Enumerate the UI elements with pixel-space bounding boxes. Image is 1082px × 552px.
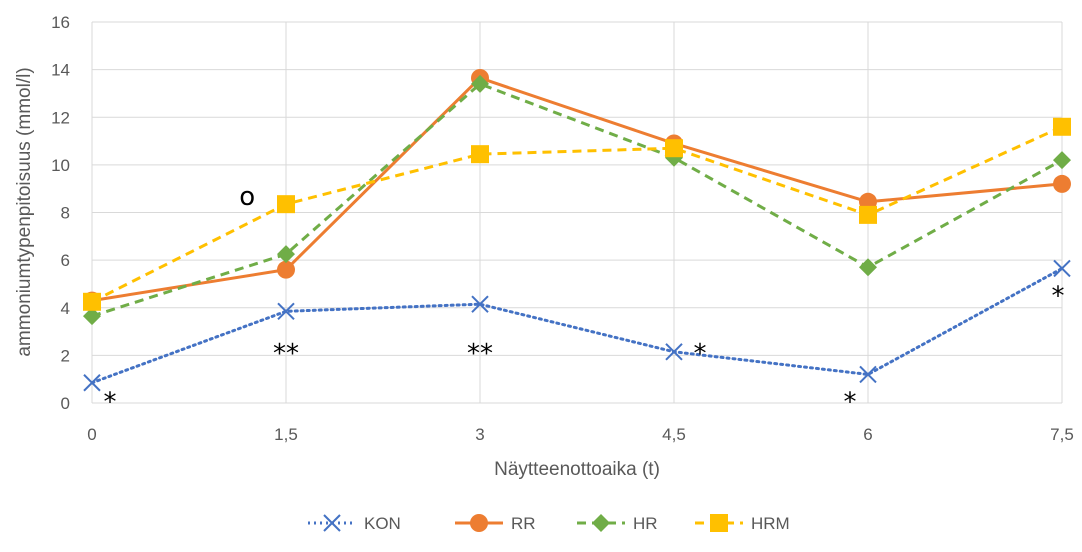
data-point-hr [471, 74, 489, 93]
data-point-hr [1053, 151, 1071, 170]
series-kon [83, 259, 1071, 392]
marker-stroke [859, 365, 877, 384]
x-tick-label: 3 [475, 425, 484, 444]
annotation: * [694, 339, 707, 369]
x-tick-label: 4,5 [662, 425, 686, 444]
annotation: * [1052, 282, 1065, 312]
legend-marker [323, 514, 341, 532]
data-point-hrm [471, 145, 489, 164]
data-point-hrm [277, 195, 295, 214]
data-point-kon [471, 295, 489, 313]
data-point-kon [665, 343, 683, 361]
marker-stroke [83, 374, 101, 392]
y-tick-label: 12 [51, 108, 70, 127]
data-point-hr [859, 258, 877, 277]
legend-label: HR [633, 514, 658, 533]
data-point-rr [277, 260, 295, 279]
y-tick-label: 14 [51, 61, 70, 80]
data-point-rr [1053, 174, 1071, 193]
series-line-rr [91, 76, 1063, 303]
legend-item-kon: KON [308, 514, 401, 533]
y-tick-label: 4 [61, 299, 70, 318]
y-tick-label: 10 [51, 156, 70, 175]
annotation: * [844, 388, 857, 418]
series-lines [83, 68, 1071, 392]
series-hr [83, 74, 1071, 326]
annotations: *** ** ***o [104, 182, 1065, 417]
x-tick-label: 7,5 [1050, 425, 1074, 444]
x-axis-label: Näytteenottoaika (t) [494, 459, 660, 480]
y-tick-label: 8 [61, 204, 70, 223]
x-tick-label: 6 [863, 425, 872, 444]
y-tick-labels: 0 2 4 6 8 10 12 14 16 [51, 13, 70, 413]
marker-stroke [1053, 259, 1071, 278]
legend-marker [710, 514, 728, 532]
legend: KON RR HR HRM [308, 514, 790, 533]
annotation: ** [273, 339, 299, 369]
data-point-kon [1053, 259, 1071, 278]
x-tick-labels: 0 1,5 3 4,5 6 7,5 [87, 425, 1074, 444]
data-point-kon [859, 365, 877, 384]
annotation: * [104, 388, 117, 418]
marker-stroke [665, 343, 683, 361]
legend-label: RR [511, 514, 536, 533]
x-tick-label: 0 [87, 425, 96, 444]
series-hrm [83, 117, 1071, 311]
legend-label: HRM [751, 514, 790, 533]
x-tick-label: 1,5 [274, 425, 298, 444]
marker-stroke [471, 295, 489, 313]
data-point-kon [277, 302, 295, 321]
data-point-hrm [1053, 117, 1071, 136]
data-point-hrm [665, 139, 683, 158]
y-tick-label: 0 [61, 394, 70, 413]
series-line-kon [90, 266, 1064, 385]
annotation: ** [467, 339, 493, 369]
legend-label: KON [364, 514, 401, 533]
series-line-hr [91, 82, 1063, 318]
y-axis-label: ammoniumtypenpitoisuus (mmol/l) [14, 67, 35, 356]
y-tick-label: 6 [61, 251, 70, 270]
data-point-hr [83, 307, 101, 326]
marker-stroke [323, 514, 341, 532]
legend-marker [470, 514, 488, 532]
y-tick-label: 2 [61, 346, 70, 365]
data-point-hrm [859, 205, 877, 224]
y-tick-label: 16 [51, 13, 70, 32]
legend-marker [592, 514, 610, 532]
data-point-hrm [83, 292, 101, 311]
series-line-hrm [91, 125, 1063, 304]
grid-lines [91, 21, 1063, 404]
data-point-kon [83, 374, 101, 392]
data-point-hr [277, 245, 295, 264]
marker-stroke [277, 302, 295, 321]
legend-item-hrm: HRM [695, 514, 790, 533]
legend-item-rr: RR [455, 514, 536, 533]
annotation: o [239, 182, 255, 212]
legend-item-hr: HR [577, 514, 658, 533]
